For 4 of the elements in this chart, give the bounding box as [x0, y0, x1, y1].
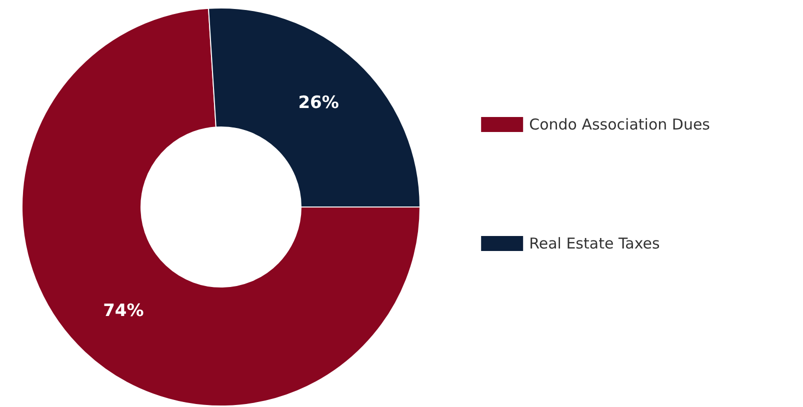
- data-label: 26%: [298, 93, 339, 114]
- data-label: 74%: [103, 300, 144, 321]
- legend-label: Real Estate Taxes: [529, 234, 660, 252]
- legend-label: Condo Association Dues: [529, 116, 710, 134]
